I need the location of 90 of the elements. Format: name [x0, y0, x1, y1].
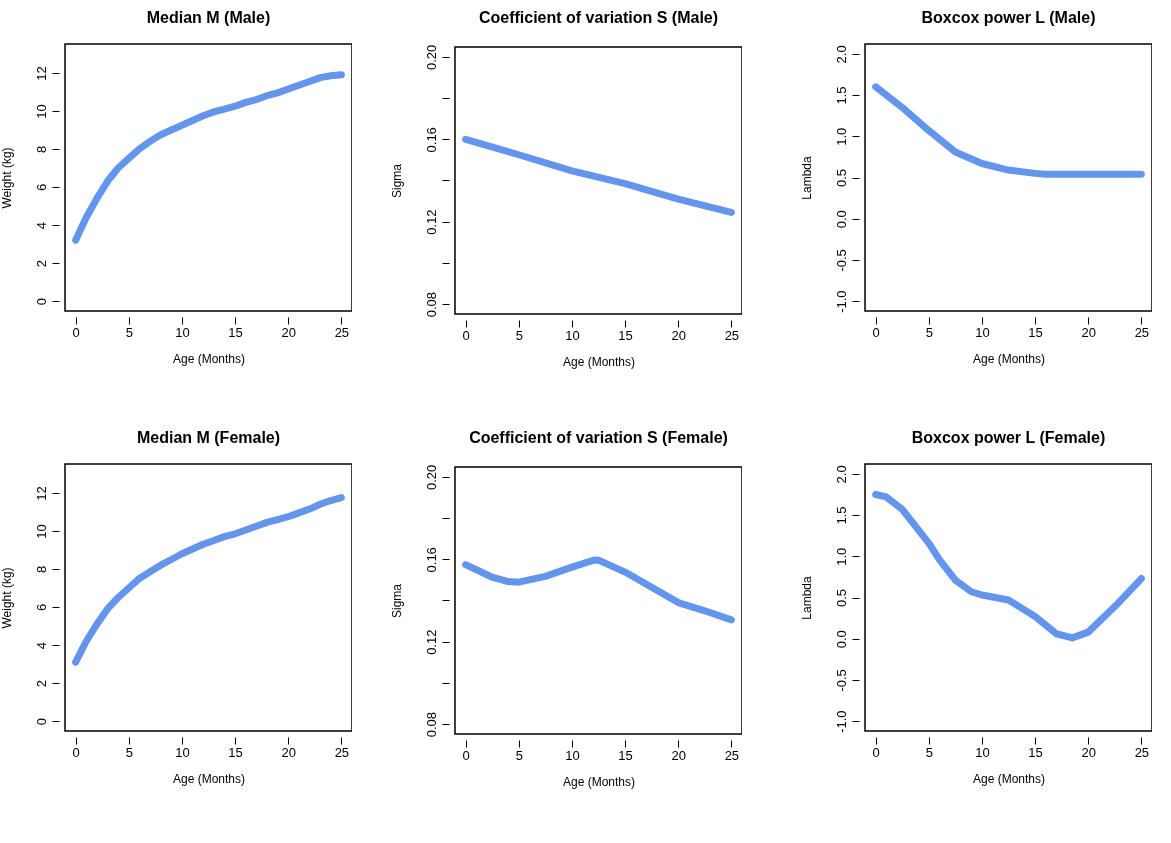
x-tick-label: 25 — [1134, 744, 1150, 760]
y-tick-label: 0.20 — [423, 464, 439, 491]
y-tick-label: 0.16 — [423, 547, 439, 573]
x-tick-label: 20 — [1081, 744, 1096, 760]
x-tick-label: 10 — [175, 744, 190, 760]
x-axis-title: Age (Months) — [972, 351, 1046, 366]
x-tick-label: 5 — [515, 747, 523, 763]
y-tick-label: 0.0 — [833, 630, 849, 649]
x-tick-label: 20 — [1081, 324, 1096, 340]
chart-title: Coefficient of variation S (Female) — [469, 429, 728, 447]
y-tick-label: 0.12 — [423, 629, 439, 655]
y-tick-label: 0.08 — [423, 291, 439, 318]
y-tick-label: 0.5 — [833, 168, 849, 188]
x-tick-label: 20 — [671, 327, 686, 343]
y-tick-label: 10 — [33, 104, 49, 119]
y-tick-label: -0.5 — [833, 669, 849, 692]
y-tick-label: 0.20 — [423, 44, 439, 71]
x-tick-label: 25 — [1134, 324, 1150, 340]
x-tick-label: 15 — [1028, 744, 1043, 760]
x-tick-label: 0 — [462, 327, 470, 343]
chart-title: Boxcox power L (Male) — [921, 9, 1096, 26]
y-axis-title: Weight (kg) — [0, 147, 14, 209]
x-tick-label: 0 — [872, 324, 880, 340]
y-tick-label: 0 — [33, 297, 49, 306]
x-tick-label: 0 — [462, 747, 470, 763]
x-tick-label: 15 — [618, 327, 633, 343]
x-tick-label: 25 — [334, 744, 350, 760]
chart-title: Boxcox power L (Female) — [911, 429, 1106, 446]
x-tick-label: 15 — [228, 744, 243, 760]
x-tick-label: 0 — [72, 744, 80, 760]
x-tick-label: 25 — [724, 327, 740, 343]
x-tick-label: 20 — [281, 744, 296, 760]
y-tick-label: 12 — [33, 66, 49, 81]
y-tick-label: 1.5 — [833, 86, 849, 105]
y-tick-label: -1.0 — [833, 290, 849, 313]
x-tick-label: 25 — [724, 747, 740, 763]
x-tick-label: 5 — [125, 324, 133, 340]
y-tick-label: -1.0 — [833, 710, 849, 733]
y-tick-label: 0.16 — [423, 127, 439, 153]
x-tick-label: 15 — [618, 747, 633, 763]
y-tick-label: 0.0 — [833, 210, 849, 229]
y-axis-title: Lambda — [799, 576, 814, 620]
x-tick-label: 5 — [925, 744, 933, 760]
y-tick-label: -0.5 — [833, 249, 849, 272]
y-axis-title: Sigma — [389, 583, 404, 619]
y-tick-label: 6 — [33, 603, 49, 612]
x-axis-title: Age (Months) — [562, 774, 636, 789]
x-tick-label: 5 — [925, 324, 933, 340]
x-tick-label: 20 — [671, 747, 686, 763]
x-axis-title: Age (Months) — [172, 771, 246, 786]
x-tick-label: 0 — [72, 324, 80, 340]
x-tick-label: 20 — [281, 324, 296, 340]
y-tick-label: 8 — [33, 145, 49, 154]
y-tick-label: 4 — [33, 641, 49, 650]
x-tick-label: 10 — [975, 744, 990, 760]
x-tick-label: 10 — [565, 327, 580, 343]
x-tick-label: 0 — [872, 744, 880, 760]
y-axis-title: Lambda — [799, 156, 814, 200]
chart-title: Median M (Male) — [146, 9, 271, 26]
y-tick-label: 2 — [33, 259, 49, 268]
chart-title: Coefficient of variation S (Male) — [478, 9, 719, 27]
y-axis-title: Weight (kg) — [0, 567, 14, 629]
y-tick-label: 2 — [33, 679, 49, 688]
x-tick-label: 10 — [565, 747, 580, 763]
y-tick-label: 0 — [33, 717, 49, 726]
y-axis-title: Sigma — [389, 163, 404, 199]
y-tick-label: 6 — [33, 183, 49, 192]
y-tick-label: 0.5 — [833, 588, 849, 608]
y-tick-label: 2.0 — [833, 45, 849, 64]
y-tick-label: 0.12 — [423, 209, 439, 235]
x-tick-label: 5 — [125, 744, 133, 760]
x-axis-title: Age (Months) — [562, 354, 636, 369]
x-tick-label: 10 — [975, 324, 990, 340]
chart-title: Median M (Female) — [136, 429, 281, 446]
y-tick-label: 1.0 — [833, 127, 849, 146]
x-axis-title: Age (Months) — [172, 351, 246, 366]
y-tick-label: 10 — [33, 524, 49, 539]
y-tick-label: 4 — [33, 221, 49, 230]
x-tick-label: 25 — [334, 324, 350, 340]
y-tick-label: 12 — [33, 486, 49, 501]
x-tick-label: 15 — [228, 324, 243, 340]
y-tick-label: 2.0 — [833, 465, 849, 484]
x-tick-label: 15 — [1028, 324, 1043, 340]
x-axis-title: Age (Months) — [972, 771, 1046, 786]
y-tick-label: 0.08 — [423, 711, 439, 738]
y-tick-label: 8 — [33, 565, 49, 574]
y-tick-label: 1.0 — [833, 547, 849, 566]
y-tick-label: 1.5 — [833, 506, 849, 525]
x-tick-label: 10 — [175, 324, 190, 340]
x-tick-label: 5 — [515, 327, 523, 343]
